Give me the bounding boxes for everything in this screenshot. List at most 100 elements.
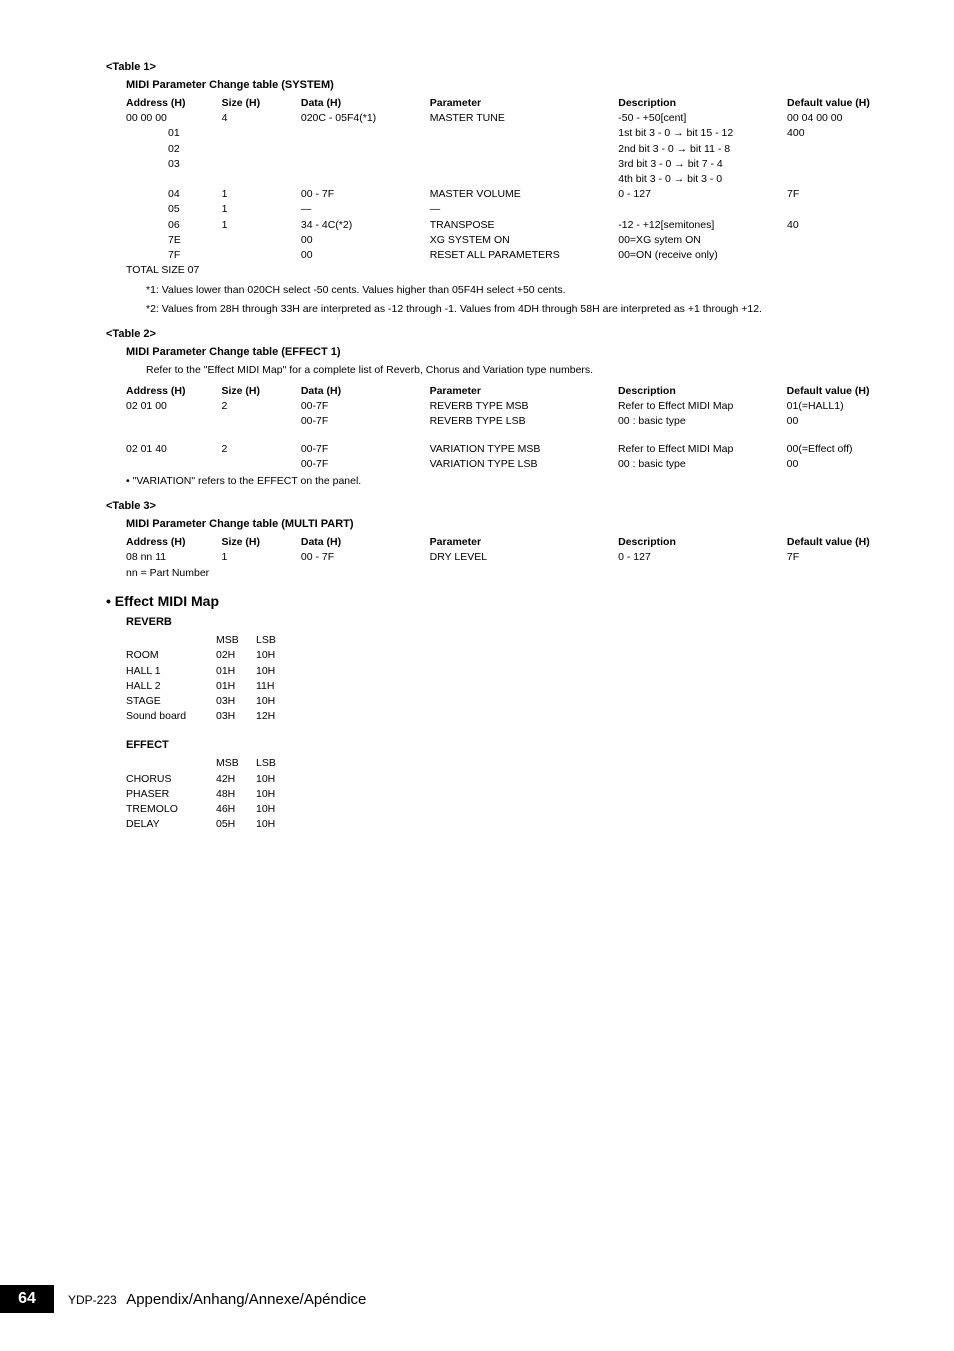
footer-model: YDP-223 bbox=[68, 1293, 117, 1307]
cell: 00-7F bbox=[301, 442, 430, 457]
cell bbox=[787, 248, 906, 263]
cell: 00 04 00 00 bbox=[787, 111, 906, 126]
cell: 10H bbox=[256, 664, 296, 679]
t2-h-desc: Description bbox=[618, 384, 787, 399]
cell: MASTER TUNE bbox=[430, 111, 618, 126]
cell bbox=[301, 142, 430, 157]
cell: TRANSPOSE bbox=[430, 218, 618, 233]
cell bbox=[221, 457, 300, 472]
page-number: 64 bbox=[0, 1285, 54, 1313]
cell: Sound board bbox=[126, 709, 216, 724]
cell: 05H bbox=[216, 817, 256, 832]
cell: Refer to Effect MIDI Map bbox=[618, 399, 787, 414]
cell: REVERB TYPE LSB bbox=[430, 414, 618, 429]
effect-map-heading: • Effect MIDI Map bbox=[106, 591, 906, 611]
cell: CHORUS bbox=[126, 772, 216, 787]
cell: 34 - 4C(*2) bbox=[301, 218, 430, 233]
cell: 3rd bit 3 - 0 → bit 7 - 4 bbox=[618, 157, 787, 172]
t2-h-size: Size (H) bbox=[221, 384, 300, 399]
cell: PHASER bbox=[126, 787, 216, 802]
cell: REVERB TYPE MSB bbox=[430, 399, 618, 414]
t3-h-size: Size (H) bbox=[221, 535, 300, 550]
t1-h-def: Default value (H) bbox=[787, 96, 906, 111]
cell bbox=[222, 126, 301, 141]
cell: MSB bbox=[216, 756, 256, 771]
cell bbox=[126, 633, 216, 648]
cell: 00=ON (receive only) bbox=[618, 248, 787, 263]
cell: 02 01 00 bbox=[126, 399, 221, 414]
cell: 10H bbox=[256, 694, 296, 709]
cell: Refer to Effect MIDI Map bbox=[618, 442, 787, 457]
cell: 46H bbox=[216, 802, 256, 817]
table1-footnote2: *2: Values from 28H through 33H are inte… bbox=[146, 302, 906, 317]
cell bbox=[126, 414, 221, 429]
cell: 01H bbox=[216, 664, 256, 679]
cell: 11H bbox=[256, 679, 296, 694]
cell bbox=[301, 126, 430, 141]
table2-bullet: • "VARIATION" refers to the EFFECT on th… bbox=[126, 474, 906, 489]
cell bbox=[787, 202, 906, 217]
cell: 4 bbox=[222, 111, 301, 126]
cell: 02 01 40 bbox=[126, 442, 221, 457]
cell bbox=[222, 233, 301, 248]
cell bbox=[222, 142, 301, 157]
cell: 10H bbox=[256, 772, 296, 787]
t1-h-addr: Address (H) bbox=[126, 96, 222, 111]
cell bbox=[787, 172, 906, 187]
cell: 00=XG sytem ON bbox=[618, 233, 787, 248]
t1-h-desc: Description bbox=[618, 96, 787, 111]
cell: DRY LEVEL bbox=[430, 550, 618, 565]
cell: 10H bbox=[256, 648, 296, 663]
cell: XG SYSTEM ON bbox=[430, 233, 618, 248]
cell bbox=[430, 126, 618, 141]
cell: 00 bbox=[787, 457, 906, 472]
cell: 01H bbox=[216, 679, 256, 694]
cell bbox=[222, 248, 301, 263]
cell: 03H bbox=[216, 709, 256, 724]
t1-h-param: Parameter bbox=[430, 96, 618, 111]
cell: 00 : basic type bbox=[618, 457, 787, 472]
page-footer: 64 YDP-223 Appendix/Anhang/Annexe/Apéndi… bbox=[0, 1285, 366, 1313]
t1-h-data: Data (H) bbox=[301, 96, 430, 111]
cell bbox=[787, 157, 906, 172]
t2-h-addr: Address (H) bbox=[126, 384, 221, 399]
cell: MSB bbox=[216, 633, 256, 648]
cell: 00(=Effect off) bbox=[787, 442, 906, 457]
cell: 0 - 127 bbox=[618, 187, 787, 202]
cell bbox=[301, 172, 430, 187]
cell: 00 bbox=[301, 248, 430, 263]
cell: LSB bbox=[256, 756, 296, 771]
cell: 42H bbox=[216, 772, 256, 787]
t3-h-def: Default value (H) bbox=[787, 535, 906, 550]
page-content: <Table 1> MIDI Parameter Change table (S… bbox=[0, 0, 954, 832]
cell: 7F bbox=[126, 248, 222, 263]
table1-total: TOTAL SIZE 07 bbox=[126, 263, 906, 278]
cell bbox=[787, 233, 906, 248]
table2: Address (H) Size (H) Data (H) Parameter … bbox=[126, 384, 906, 472]
table2-label: <Table 2> bbox=[106, 327, 906, 343]
cell: DELAY bbox=[126, 817, 216, 832]
cell bbox=[126, 457, 221, 472]
cell: 40 bbox=[787, 218, 906, 233]
cell: 00-7F bbox=[301, 457, 430, 472]
t3-h-data: Data (H) bbox=[301, 535, 430, 550]
cell: LSB bbox=[256, 633, 296, 648]
t2-h-param: Parameter bbox=[430, 384, 618, 399]
cell: 02H bbox=[216, 648, 256, 663]
t3-nn: nn = Part Number bbox=[126, 566, 221, 581]
reverb-table: MSBLSB ROOM02H10H HALL 101H10H HALL 201H… bbox=[126, 633, 296, 724]
cell: 10H bbox=[256, 787, 296, 802]
cell: 4th bit 3 - 0 → bit 3 - 0 bbox=[618, 172, 787, 187]
t2-h-def: Default value (H) bbox=[787, 384, 906, 399]
table1: Address (H) Size (H) Data (H) Parameter … bbox=[126, 96, 906, 263]
cell: 1st bit 3 - 0 → bit 15 - 12 bbox=[618, 126, 787, 141]
cell: — bbox=[430, 202, 618, 217]
cell: 2 bbox=[221, 399, 300, 414]
cell: 05 bbox=[126, 202, 222, 217]
cell: 2 bbox=[221, 442, 300, 457]
cell: TREMOLO bbox=[126, 802, 216, 817]
cell: 1 bbox=[222, 218, 301, 233]
cell: 020C - 05F4(*1) bbox=[301, 111, 430, 126]
cell: 2nd bit 3 - 0 → bit 11 - 8 bbox=[618, 142, 787, 157]
cell: MASTER VOLUME bbox=[430, 187, 618, 202]
